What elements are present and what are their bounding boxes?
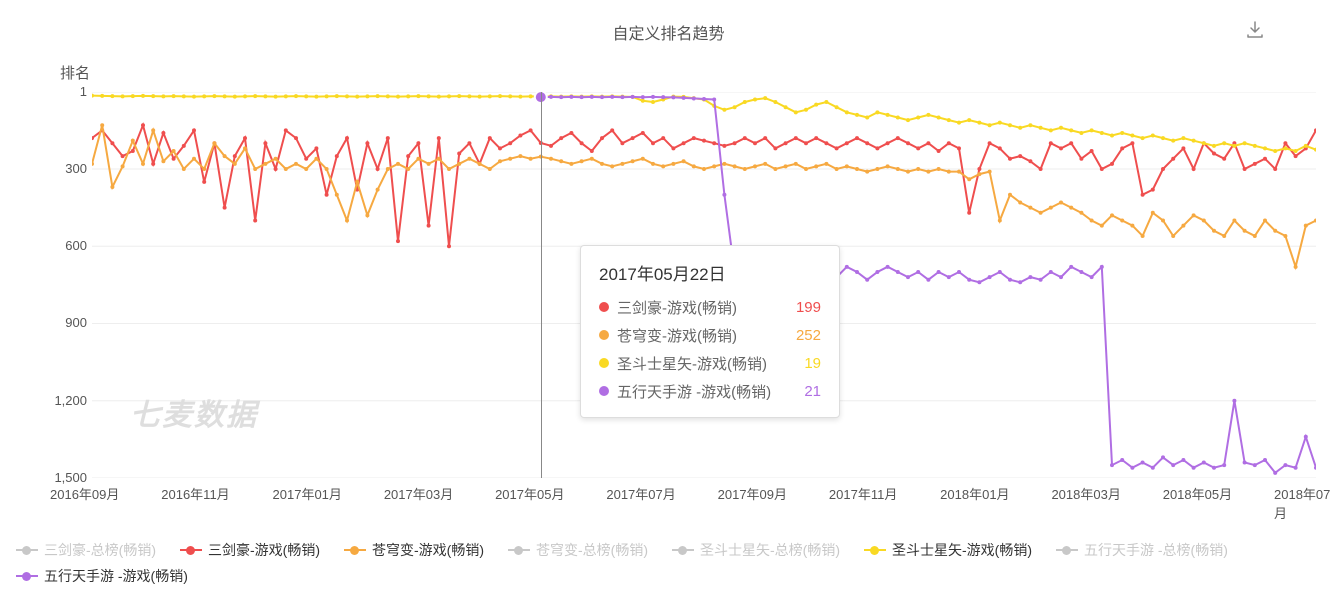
legend-label: 三剑豪-总榜(畅销) [44, 540, 156, 560]
series-color-dot [599, 386, 609, 396]
tooltip-row: 五行天手游 -游戏(畅销) 21 [599, 377, 821, 405]
tooltip-row: 苍穹变-游戏(畅销) 252 [599, 321, 821, 349]
y-tick-label: 1 [37, 84, 87, 99]
x-tick-label: 2018年03月 [1051, 484, 1120, 503]
legend-marker-icon [16, 575, 38, 577]
series-color-dot [599, 358, 609, 368]
x-tick-label: 2018年07月 [1274, 484, 1337, 522]
tooltip-row: 圣斗士星矢-游戏(畅销) 19 [599, 349, 821, 377]
download-icon[interactable] [1245, 20, 1265, 40]
y-tick-label: 900 [37, 315, 87, 330]
legend-item[interactable]: 三剑豪-游戏(畅销) [180, 540, 320, 560]
legend-label: 圣斗士星矢-总榜(畅销) [700, 540, 840, 560]
tooltip-series-label: 苍穹变-游戏(畅销) [617, 325, 778, 346]
tooltip-series-label: 三剑豪-游戏(畅销) [617, 297, 778, 318]
series-color-dot [599, 302, 609, 312]
y-tick-label: 1,200 [37, 393, 87, 408]
legend-label: 五行天手游 -总榜(畅销) [1084, 540, 1228, 560]
crosshair-line [541, 92, 542, 478]
watermark: 七麦数据 [130, 390, 258, 434]
tooltip-date: 2017年05月22日 [599, 260, 821, 285]
legend-marker-icon [344, 549, 366, 551]
tooltip-row: 三剑豪-游戏(畅销) 199 [599, 293, 821, 321]
legend-label: 苍穹变-游戏(畅销) [372, 540, 484, 560]
tooltip-series-value: 19 [804, 355, 821, 372]
y-tick-label: 1,500 [37, 470, 87, 485]
x-tick-label: 2018年05月 [1163, 484, 1232, 503]
chart-title: 自定义排名趋势 [0, 20, 1337, 44]
legend-item[interactable]: 苍穹变-游戏(畅销) [344, 540, 484, 560]
y-tick-label: 300 [37, 161, 87, 176]
legend-item[interactable]: 圣斗士星矢-总榜(畅销) [672, 540, 840, 560]
legend-marker-icon [672, 549, 694, 551]
tooltip-series-value: 21 [804, 383, 821, 400]
x-tick-label: 2017年03月 [384, 484, 453, 503]
x-tick-label: 2017年07月 [606, 484, 675, 503]
x-tick-label: 2017年11月 [829, 484, 897, 503]
legend-item[interactable]: 五行天手游 -游戏(畅销) [16, 566, 188, 586]
tooltip-series-label: 五行天手游 -游戏(畅销) [617, 381, 786, 402]
legend-marker-icon [180, 549, 202, 551]
x-tick-label: 2016年11月 [161, 484, 229, 503]
legend-marker-icon [1056, 549, 1078, 551]
legend-label: 五行天手游 -游戏(畅销) [44, 566, 188, 586]
legend-marker-icon [16, 549, 38, 551]
tooltip: 2017年05月22日 三剑豪-游戏(畅销) 199 苍穹变-游戏(畅销) 252 圣斗… [580, 245, 840, 418]
legend-item[interactable]: 五行天手游 -总榜(畅销) [1056, 540, 1228, 560]
legend-item[interactable]: 三剑豪-总榜(畅销) [16, 540, 156, 560]
legend-label: 圣斗士星矢-游戏(畅销) [892, 540, 1032, 560]
x-tick-label: 2018年01月 [940, 484, 1009, 503]
tooltip-series-label: 圣斗士星矢-游戏(畅销) [617, 353, 786, 374]
legend-item[interactable]: 圣斗士星矢-游戏(畅销) [864, 540, 1032, 560]
legend-marker-icon [508, 549, 530, 551]
tooltip-series-value: 199 [796, 299, 821, 316]
x-tick-label: 2017年01月 [273, 484, 342, 503]
legend-item[interactable]: 苍穹变-总榜(畅销) [508, 540, 648, 560]
legend: 三剑豪-总榜(畅销) 三剑豪-游戏(畅销) 苍穹变-游戏(畅销) 苍穹变-总榜(畅销)… [16, 540, 1316, 586]
x-tick-label: 2016年09月 [50, 484, 119, 503]
tooltip-series-value: 252 [796, 327, 821, 344]
x-tick-label: 2017年05月 [495, 484, 564, 503]
legend-label: 苍穹变-总榜(畅销) [536, 540, 648, 560]
y-axis-title: 排名 [60, 62, 90, 83]
y-tick-label: 600 [37, 238, 87, 253]
x-tick-label: 2017年09月 [718, 484, 787, 503]
legend-marker-icon [864, 549, 886, 551]
legend-label: 三剑豪-游戏(畅销) [208, 540, 320, 560]
series-color-dot [599, 330, 609, 340]
